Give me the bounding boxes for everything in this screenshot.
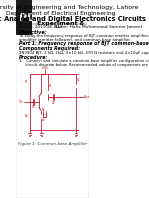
Text: 1.   Connect and simulate a common-base amplifier configuration circuit and then: 1. Connect and simulate a common-base am… [19,59,149,63]
Text: Department of Electrical Engineering: Department of Electrical Engineering [6,10,115,15]
Text: Part 1: Frequency response of BJT common-base amplifier: Part 1: Frequency response of BJT common… [19,41,149,46]
Text: EE 213: Analog and Digital Electronics Circuits: EE 213: Analog and Digital Electronics C… [0,16,146,22]
Text: Ce: Ce [42,118,46,122]
Text: RL: RL [77,78,80,82]
Text: Vin: Vin [19,100,24,104]
Text: Roll #: 2019-EE-317: Roll #: 2019-EE-317 [19,25,63,29]
Text: Name: Hafiz Muhammad Sameer Jameel: Name: Hafiz Muhammad Sameer Jameel [54,25,142,29]
Text: +Vcc: +Vcc [40,66,49,69]
Text: PDF: PDF [19,12,44,23]
Text: R1: R1 [24,80,28,84]
Text: amplifier (emitter follower), and common-base amplifier.: amplifier (emitter follower), and common… [19,37,131,42]
Text: R2: R2 [24,114,28,118]
Text: C1: C1 [32,105,35,109]
Bar [16,0,32,35]
Text: University of Engineering and Technology, Lahore: University of Engineering and Technology… [0,5,139,10]
Text: To study the frequency response of BJT common emitter amplifier, common collecto: To study the frequency response of BJT c… [19,34,149,38]
Text: Re: Re [42,108,46,112]
Text: Objective:: Objective: [19,30,48,34]
Text: circuit diagram below. Recommended values of components are provided above.: circuit diagram below. Recommended value… [19,63,149,67]
Text: 2N3904 BJT, 2 kΩ, 1kΩ, 3×10 kΩ, 470 Ω resistors and 4×10μF capacitors: 2N3904 BJT, 2 kΩ, 1kΩ, 3×10 kΩ, 470 Ω re… [19,50,149,54]
Text: Components Required:: Components Required: [19,46,80,51]
Text: Vout: Vout [84,95,91,99]
Text: C2: C2 [52,101,56,105]
Text: Experiment 8: Experiment 8 [37,21,84,26]
Text: Procedure:: Procedure: [19,54,49,60]
Text: Figure 1: Common-base Amplifier: Figure 1: Common-base Amplifier [18,142,87,146]
Text: Rc: Rc [49,84,52,88]
